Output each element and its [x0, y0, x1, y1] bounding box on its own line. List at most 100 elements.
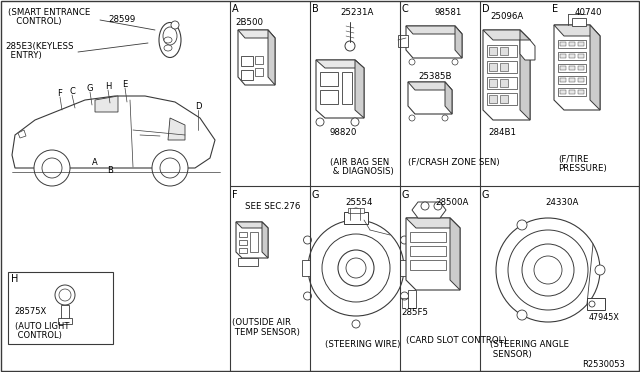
Circle shape	[351, 118, 359, 126]
Text: (AUTO LIGHT: (AUTO LIGHT	[15, 322, 69, 331]
Circle shape	[59, 289, 71, 301]
Text: G: G	[402, 190, 410, 200]
Bar	[241, 56, 253, 66]
Text: 285F5: 285F5	[401, 308, 429, 317]
Text: 28599: 28599	[108, 15, 135, 24]
Polygon shape	[483, 30, 530, 120]
Polygon shape	[590, 25, 600, 110]
Polygon shape	[12, 96, 215, 168]
Bar	[560, 78, 566, 82]
Bar	[239, 240, 247, 245]
Bar	[398, 35, 408, 47]
Text: 28575X: 28575X	[14, 307, 46, 316]
Bar	[410, 260, 446, 270]
Circle shape	[401, 236, 408, 244]
Bar	[320, 72, 338, 86]
Circle shape	[522, 244, 574, 296]
Text: (OUTSIDE AIR: (OUTSIDE AIR	[232, 318, 291, 327]
Bar	[578, 78, 584, 82]
Bar	[410, 246, 446, 256]
Polygon shape	[406, 26, 462, 34]
Polygon shape	[406, 218, 460, 228]
Polygon shape	[262, 222, 268, 258]
Bar	[489, 47, 497, 55]
Bar	[560, 54, 566, 58]
Bar	[587, 298, 605, 310]
Bar	[239, 232, 247, 237]
Bar	[241, 70, 253, 80]
Bar	[489, 63, 497, 71]
Bar	[569, 78, 575, 82]
Bar	[408, 290, 416, 308]
Circle shape	[517, 310, 527, 320]
Circle shape	[589, 301, 595, 307]
Bar	[8, 272, 113, 344]
Text: G: G	[312, 190, 319, 200]
Bar	[348, 208, 364, 213]
Polygon shape	[408, 82, 452, 90]
Text: R2530053: R2530053	[582, 360, 625, 369]
Bar	[558, 76, 586, 84]
Bar	[489, 95, 497, 103]
Polygon shape	[406, 26, 462, 58]
Text: (STEERING ANGLE: (STEERING ANGLE	[490, 340, 569, 349]
Bar	[400, 260, 408, 276]
Text: TEMP SENSOR): TEMP SENSOR)	[232, 328, 300, 337]
Text: 98581: 98581	[435, 8, 462, 17]
Bar	[558, 52, 586, 60]
Polygon shape	[412, 202, 446, 218]
Bar	[572, 18, 586, 26]
Polygon shape	[168, 118, 185, 140]
Bar	[558, 64, 586, 72]
Text: G: G	[482, 190, 490, 200]
Text: A: A	[232, 4, 239, 14]
Circle shape	[401, 292, 408, 300]
Polygon shape	[236, 222, 268, 228]
Circle shape	[508, 230, 588, 310]
Text: H: H	[105, 81, 111, 90]
Bar	[500, 79, 508, 87]
Ellipse shape	[164, 37, 172, 43]
Bar	[560, 66, 566, 70]
Text: ENTRY): ENTRY)	[5, 51, 42, 60]
Text: E: E	[122, 80, 127, 89]
Bar	[58, 318, 72, 324]
Text: 28500A: 28500A	[435, 198, 468, 207]
Bar	[500, 95, 508, 103]
Bar	[410, 232, 446, 242]
Ellipse shape	[163, 27, 177, 45]
Bar	[320, 90, 338, 104]
Bar	[500, 47, 508, 55]
Circle shape	[595, 265, 605, 275]
Text: (F/TIRE: (F/TIRE	[558, 155, 589, 164]
Circle shape	[160, 158, 180, 178]
Text: (STEERING WIRE): (STEERING WIRE)	[325, 340, 401, 349]
Text: SEE SEC.276: SEE SEC.276	[245, 202, 300, 211]
Circle shape	[308, 220, 404, 316]
Polygon shape	[18, 130, 26, 138]
Polygon shape	[236, 222, 268, 258]
Bar	[489, 79, 497, 87]
Text: C: C	[69, 87, 75, 96]
Bar	[487, 93, 517, 105]
Text: (SMART ENTRANCE: (SMART ENTRANCE	[8, 8, 90, 17]
Circle shape	[534, 256, 562, 284]
Bar	[560, 42, 566, 46]
Text: PRESSURE): PRESSURE)	[558, 164, 607, 173]
Circle shape	[303, 236, 312, 244]
Text: CONTROL): CONTROL)	[15, 331, 62, 340]
Polygon shape	[238, 30, 275, 38]
Text: 25554: 25554	[345, 198, 372, 207]
Bar	[558, 40, 586, 48]
Bar	[61, 305, 69, 323]
Bar	[560, 90, 566, 94]
Circle shape	[55, 285, 75, 305]
Text: 24330A: 24330A	[545, 198, 579, 207]
Text: B: B	[312, 4, 319, 14]
Bar	[238, 258, 258, 266]
Bar	[344, 212, 368, 224]
Text: F: F	[232, 190, 237, 200]
Circle shape	[517, 220, 527, 230]
Bar	[569, 54, 575, 58]
Bar	[578, 90, 584, 94]
